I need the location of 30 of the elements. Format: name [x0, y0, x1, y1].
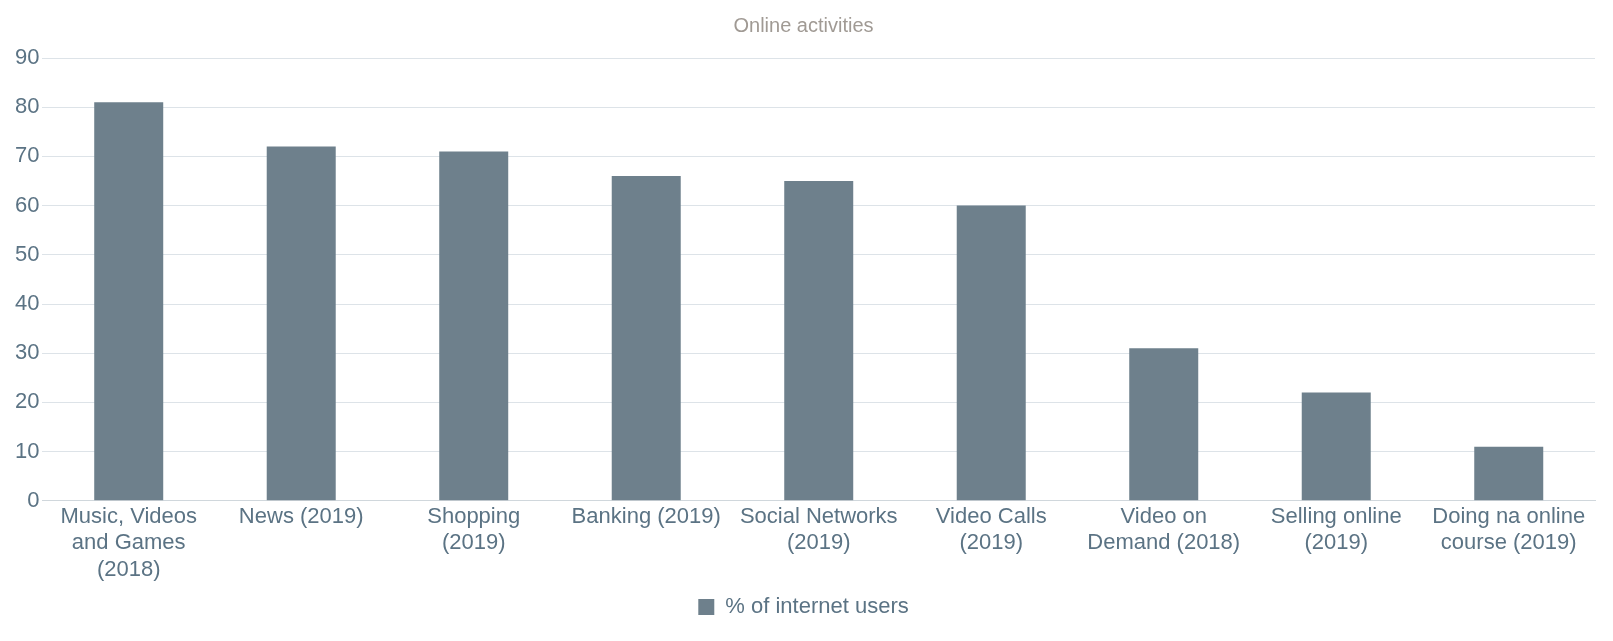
x-tick-label: Banking (2019) [571, 503, 721, 529]
x-tick-label: Video on Demand (2018) [1087, 503, 1241, 555]
x-tick-label: Video Calls (2019) [935, 503, 1047, 555]
x-tick-label: Selling online (2019) [1270, 503, 1402, 555]
y-tick-label: 50 [14, 240, 40, 266]
bar [1301, 392, 1371, 501]
y-tick-label: 40 [14, 290, 40, 316]
bar [94, 102, 164, 501]
bar [439, 151, 509, 501]
bar [266, 146, 336, 501]
y-tick-label: 80 [14, 93, 40, 119]
bar [1474, 446, 1544, 501]
y-tick-label: 60 [14, 191, 40, 217]
y-tick-label: 90 [14, 44, 40, 70]
x-tick-label: Shopping (2019) [427, 503, 521, 555]
y-tick-label: 0 [27, 486, 40, 512]
bar [1129, 348, 1199, 501]
bar [611, 176, 681, 501]
bar [784, 181, 854, 501]
x-tick-label: Music, Videos and Games (2018) [60, 503, 197, 581]
x-tick-label: News (2019) [238, 503, 364, 529]
y-tick-label: 20 [14, 388, 40, 414]
legend-label: % of internet users [725, 593, 909, 619]
chart-title: Online activities [733, 13, 874, 36]
y-tick-label: 70 [14, 142, 40, 168]
y-tick-label: 10 [14, 437, 40, 463]
x-tick-label: Social Networks (2019) [739, 503, 898, 555]
bar [956, 205, 1026, 501]
y-tick-label: 30 [14, 339, 40, 365]
x-tick-label: Doing na online course (2019) [1432, 503, 1586, 555]
